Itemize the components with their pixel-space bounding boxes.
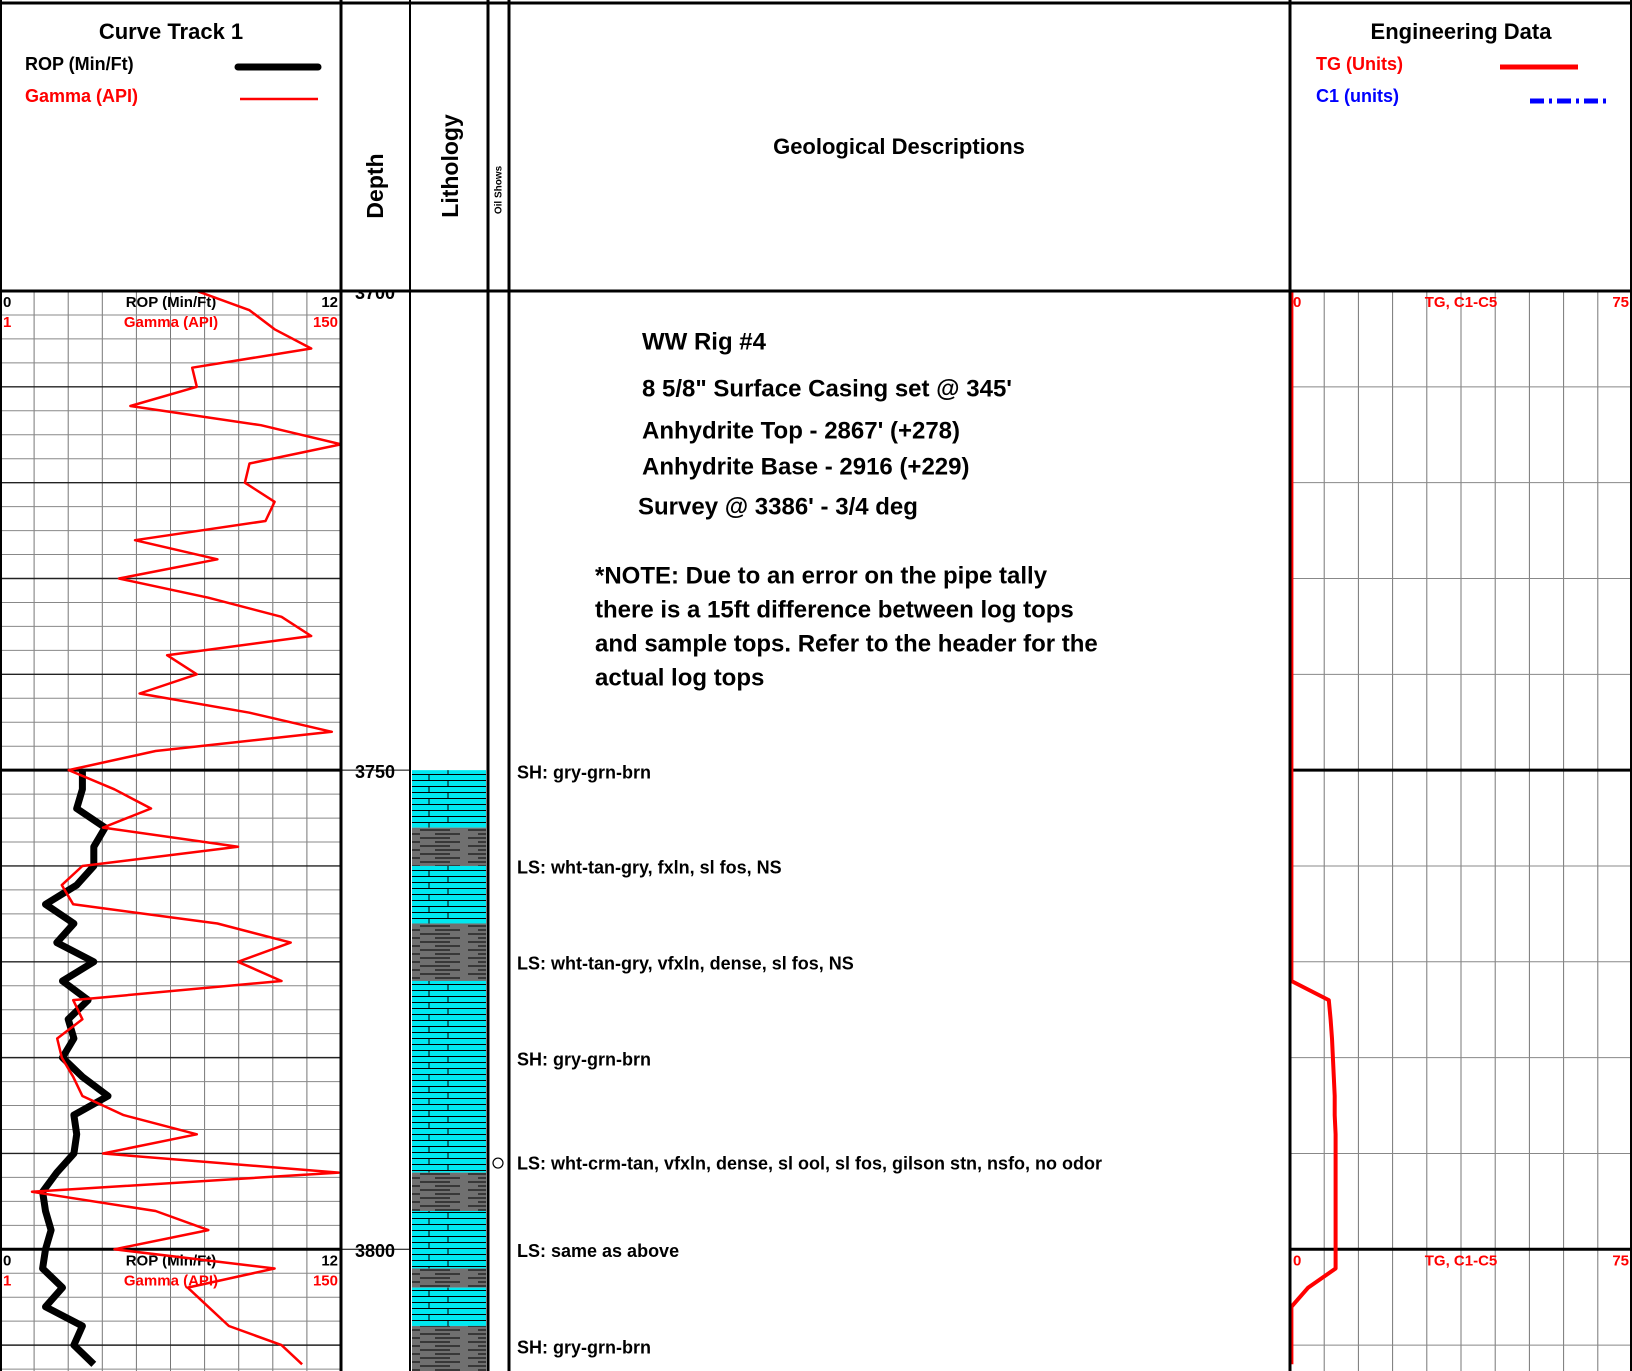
track-title: Curve Track 1: [99, 19, 243, 44]
scale-title: TG, C1-C5: [1425, 294, 1498, 311]
scale-title: ROP (Min/Ft): [126, 1252, 217, 1269]
description: SH: gry-grn-brn: [517, 1338, 651, 1358]
scale-max: 75: [1612, 294, 1629, 311]
description: LS: wht-tan-gry, vfxln, dense, sl fos, N…: [517, 953, 854, 973]
header: Curve Track 1 ROP (Min/Ft) Gamma (API) D…: [0, 0, 1632, 293]
scale-max: 12: [321, 1252, 338, 1269]
lithology-pattern: [412, 1325, 486, 1371]
note: there is a 15ft difference between log t…: [595, 596, 1074, 623]
curve: [39, 770, 112, 1367]
description: LS: wht-tan-gry, fxln, sl fos, NS: [517, 858, 782, 878]
note: and sample tops. Refer to the header for…: [595, 630, 1098, 657]
description: SH: gry-grn-brn: [517, 763, 651, 783]
scale-min: 1: [3, 1272, 11, 1289]
legend-label: Gamma (API): [25, 86, 138, 106]
scale-min: 0: [1293, 1252, 1301, 1269]
depth-title: Depth: [362, 153, 388, 218]
legend-label: ROP (Min/Ft): [25, 54, 134, 74]
lithology-pattern: [412, 1268, 486, 1288]
lithology-pattern: [412, 865, 486, 924]
note: Anhydrite Base - 2916 (+229): [642, 453, 969, 480]
track-title: Engineering Data: [1371, 19, 1553, 44]
oil-show: [492, 1157, 504, 1169]
scale-title: ROP (Min/Ft): [126, 294, 217, 311]
note: *NOTE: Due to an error on the pipe tally: [595, 562, 1048, 589]
lithology-pattern: [412, 923, 486, 981]
scale-max: 12: [321, 294, 338, 311]
scale-min: 0: [3, 294, 11, 311]
legend-label: C1 (units): [1316, 86, 1399, 106]
oil-shows-title: Oil Shows: [494, 165, 505, 214]
lithology-pattern: [412, 980, 486, 1173]
scale-min: 1: [3, 314, 11, 331]
lithology-pattern: [412, 1210, 486, 1269]
depth-label: 3800: [355, 1241, 395, 1261]
note: actual log tops: [595, 664, 764, 691]
scale-title: Gamma (API): [124, 1272, 218, 1289]
curve: [30, 291, 341, 1366]
description: LS: same as above: [517, 1241, 679, 1261]
lithology-pattern: [412, 770, 486, 828]
header-bg: [0, 0, 1632, 291]
scale-min: 0: [1293, 294, 1301, 311]
description: SH: gry-grn-brn: [517, 1049, 651, 1069]
scale-min: 0: [3, 1252, 11, 1269]
scale-max: 75: [1612, 1252, 1629, 1269]
lithology-pattern: [412, 1172, 486, 1211]
note: Survey @ 3386' - 3/4 deg: [638, 493, 918, 520]
note: Anhydrite Top - 2867' (+278): [642, 417, 960, 444]
scale-title: Gamma (API): [124, 314, 218, 331]
scale-title: TG, C1-C5: [1425, 1252, 1498, 1269]
scale-max: 150: [313, 1272, 338, 1289]
depth-label: 3750: [355, 762, 395, 782]
note: WW Rig #4: [642, 328, 767, 355]
curve: [1290, 291, 1338, 1365]
lithology-pattern: [412, 1287, 486, 1326]
description: LS: wht-crm-tan, vfxln, dense, sl ool, s…: [517, 1154, 1102, 1174]
lithology-title: Lithology: [437, 114, 463, 218]
legend-label: TG (Units): [1316, 54, 1403, 74]
lithology-pattern: [412, 827, 486, 866]
scale-max: 150: [313, 314, 338, 331]
note: 8 5/8" Surface Casing set @ 345': [642, 375, 1012, 402]
descriptions-title: Geological Descriptions: [773, 134, 1025, 159]
